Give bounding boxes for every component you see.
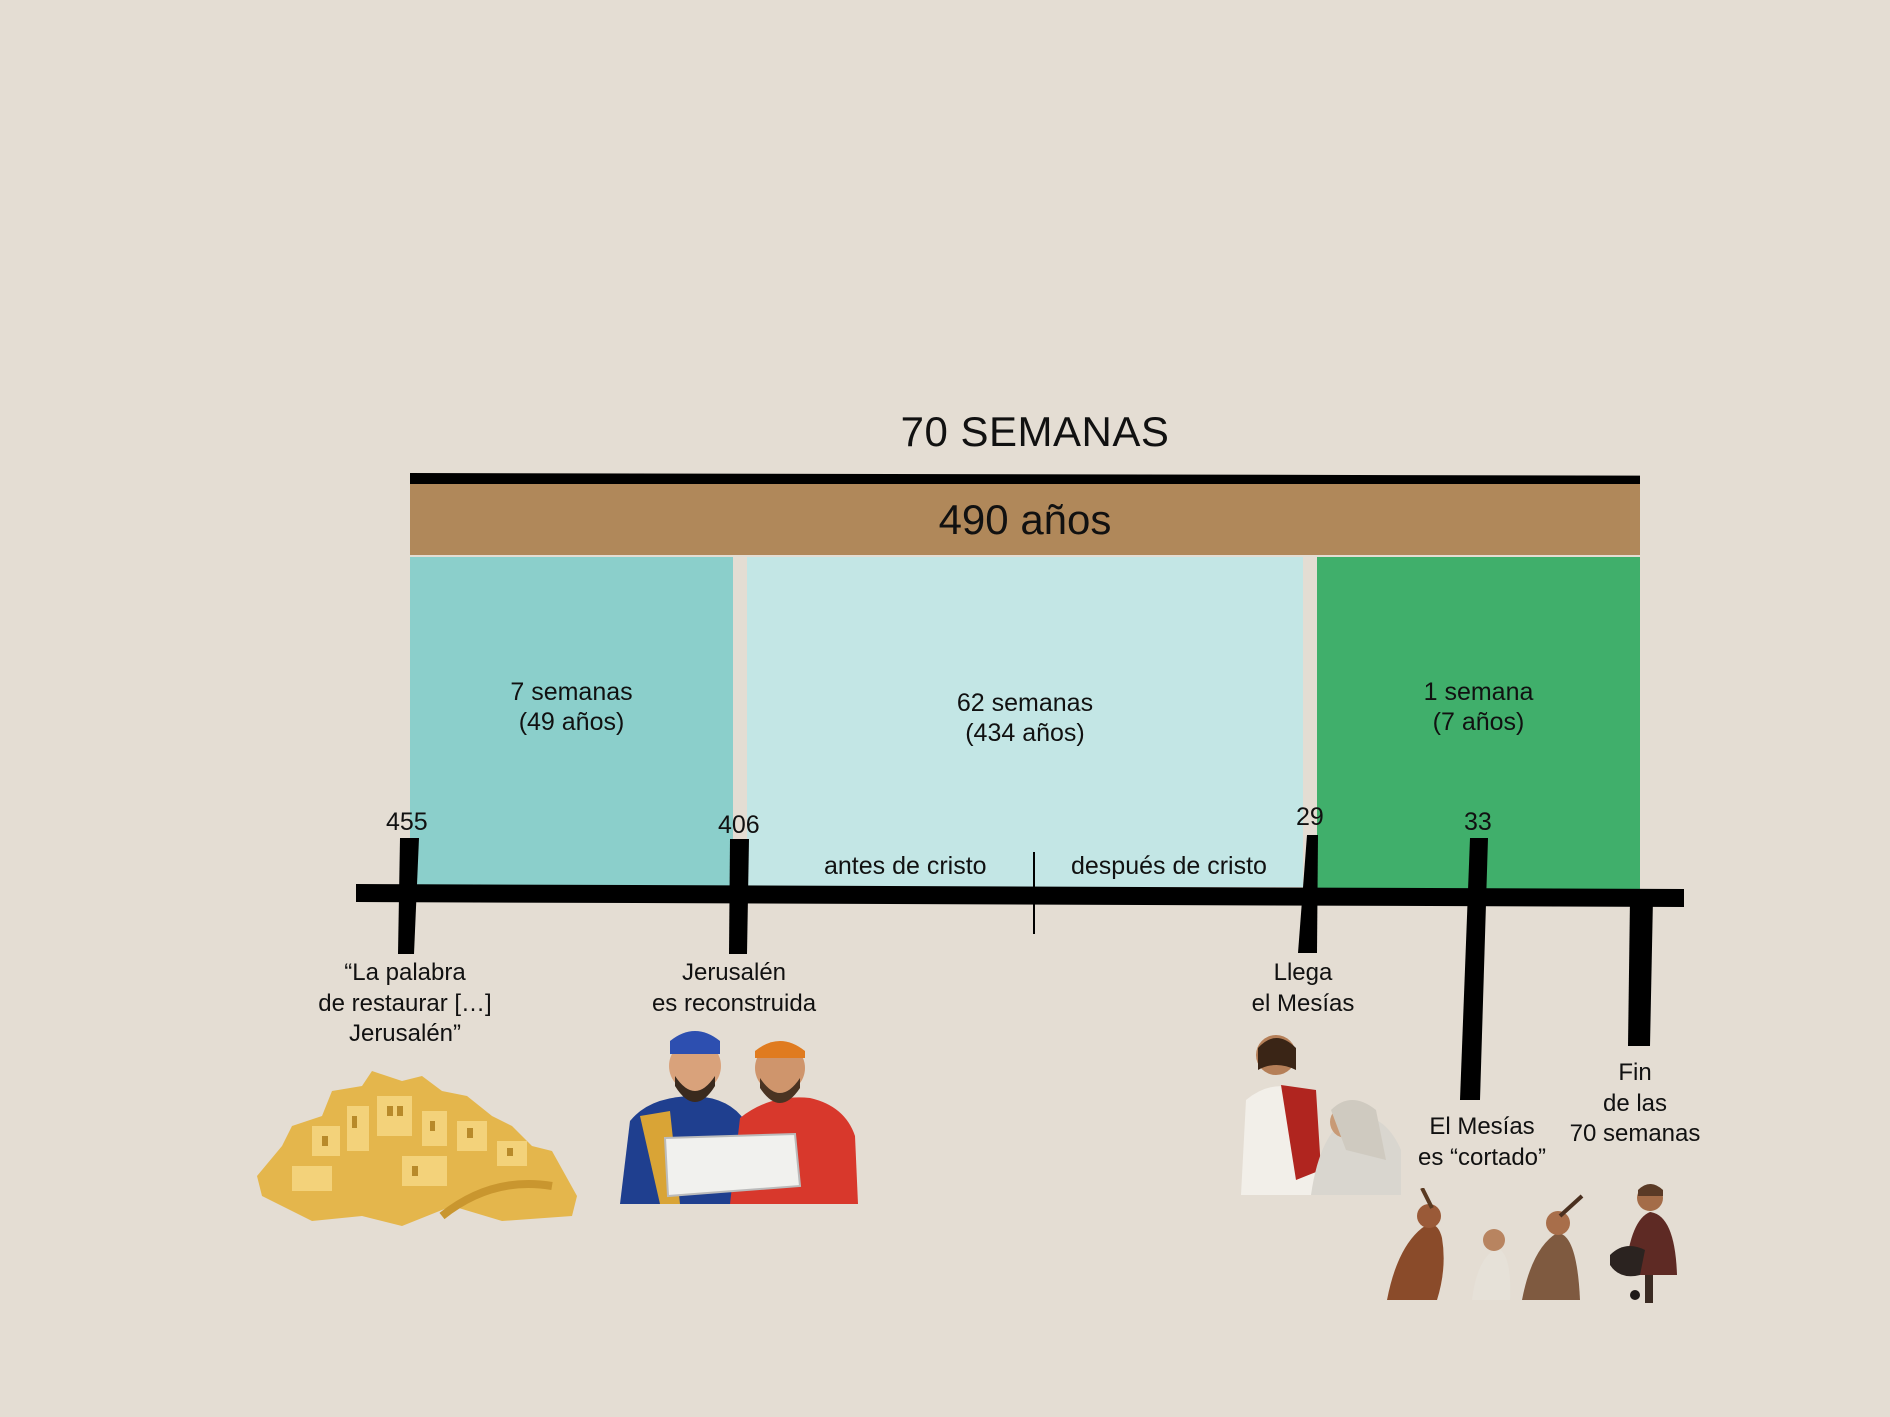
event-messiah-cut-off-label: El Mesías es “cortado” bbox=[1417, 1113, 1547, 1171]
era-before-christ: antes de cristo bbox=[824, 852, 987, 880]
period-7-weeks: 7 semanas (49 años) bbox=[410, 557, 733, 887]
timeline-main-line bbox=[356, 884, 1684, 907]
event-decree-label: “La palabra de restaurar […] Jerusalén” bbox=[318, 959, 492, 1048]
period-62-weeks-label: 62 semanas (434 años) bbox=[956, 689, 1094, 747]
period-62-weeks: 62 semanas (434 años) bbox=[747, 557, 1303, 887]
golden-city-illustration bbox=[257, 1071, 577, 1226]
messiah-healing-illustration bbox=[1241, 1035, 1401, 1195]
year-29: 29 bbox=[1296, 803, 1324, 831]
tick-end bbox=[1628, 898, 1653, 1046]
chart-title: 70 SEMANAS bbox=[900, 408, 1170, 455]
total-years-bar: 490 años bbox=[410, 484, 1640, 555]
period-1-week: 1 semana (7 años) bbox=[1317, 557, 1640, 892]
event-rebuilt-label: Jerusalén es reconstruida bbox=[651, 959, 817, 1017]
year-455: 455 bbox=[386, 808, 428, 836]
tick-455 bbox=[398, 838, 419, 954]
two-men-reading-scroll-illustration bbox=[620, 1031, 858, 1204]
tick-33 bbox=[1460, 838, 1488, 1100]
tick-29 bbox=[1298, 835, 1318, 953]
roman-soldier-illustration bbox=[1610, 1184, 1677, 1303]
year-406: 406 bbox=[718, 811, 760, 839]
period-7-weeks-label: 7 semanas (49 años) bbox=[510, 678, 633, 736]
period-1-week-label: 1 semana (7 años) bbox=[1423, 678, 1534, 736]
total-years-label: 490 años bbox=[938, 495, 1112, 543]
event-messiah-arrives-label: Llega el Mesías bbox=[1251, 959, 1355, 1017]
era-after-christ: después de cristo bbox=[1071, 852, 1267, 880]
scourging-illustration bbox=[1387, 1188, 1584, 1300]
tick-406 bbox=[729, 839, 749, 954]
event-end-label: Fin de las 70 semanas bbox=[1569, 1059, 1701, 1148]
year-33: 33 bbox=[1464, 808, 1492, 836]
